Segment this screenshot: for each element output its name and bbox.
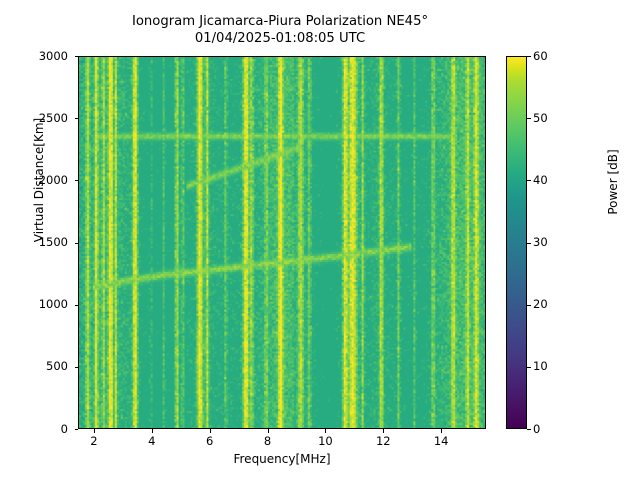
- colorbar-tick-label: 10: [533, 359, 548, 374]
- colorbar-tick-mark: [527, 366, 531, 368]
- colorbar: [506, 56, 527, 429]
- y-tick-mark: [74, 429, 78, 430]
- y-tick-mark: [74, 242, 78, 244]
- colorbar-tick-label: 50: [533, 110, 548, 125]
- y-tick-label: 0: [60, 421, 68, 436]
- colorbar-tick-label: 0: [533, 421, 541, 436]
- colorbar-label: Power [dB]: [606, 149, 620, 215]
- colorbar-tick-label: 40: [533, 172, 548, 187]
- x-tick-label: 6: [205, 434, 214, 448]
- colorbar-tick-mark: [527, 242, 531, 244]
- ionogram-plot-area: [78, 56, 486, 429]
- x-axis-label: Frequency[MHz]: [233, 452, 331, 466]
- y-tick-label: 2000: [38, 172, 68, 187]
- colorbar-tick-mark: [527, 118, 531, 120]
- y-tick-label: 3000: [38, 48, 68, 63]
- x-tick-mark: [151, 429, 153, 433]
- y-tick-label: 1000: [38, 297, 68, 312]
- colorbar-tick-mark: [527, 429, 531, 430]
- y-tick-mark: [74, 304, 78, 306]
- y-tick-mark: [74, 118, 78, 120]
- x-tick-mark: [267, 429, 269, 433]
- x-tick-label: 14: [433, 434, 449, 448]
- x-tick-label: 2: [90, 434, 98, 448]
- y-tick-mark: [74, 366, 78, 368]
- colorbar-tick-mark: [527, 304, 531, 306]
- x-tick-label: 12: [375, 434, 391, 448]
- x-tick-mark: [383, 429, 385, 433]
- x-tick-mark: [209, 429, 211, 433]
- y-tick-label: 1500: [38, 235, 68, 249]
- x-tick-mark: [325, 429, 327, 433]
- colorbar-tick-label: 30: [533, 235, 548, 249]
- x-tick-label: 10: [318, 434, 333, 448]
- y-tick-label: 2500: [38, 110, 68, 125]
- colorbar-tick-mark: [527, 180, 531, 182]
- x-tick-label: 4: [148, 434, 156, 448]
- colorbar-tick-label: 20: [533, 297, 548, 312]
- ionogram-heatmap-canvas: [79, 57, 485, 428]
- y-tick-mark: [74, 180, 78, 182]
- x-tick-mark: [93, 429, 95, 433]
- colorbar-tick-mark: [527, 56, 531, 57]
- y-axis-label: Virtual Distance[Km]: [32, 117, 46, 243]
- y-tick-mark: [74, 56, 78, 57]
- colorbar-tick-label: 60: [533, 48, 548, 63]
- page-title: Ionogram Jicamarca-Piura Polarization NE…: [131, 14, 429, 46]
- x-tick-label: 8: [263, 434, 272, 448]
- x-tick-mark: [441, 429, 443, 433]
- y-tick-label: 500: [46, 359, 68, 374]
